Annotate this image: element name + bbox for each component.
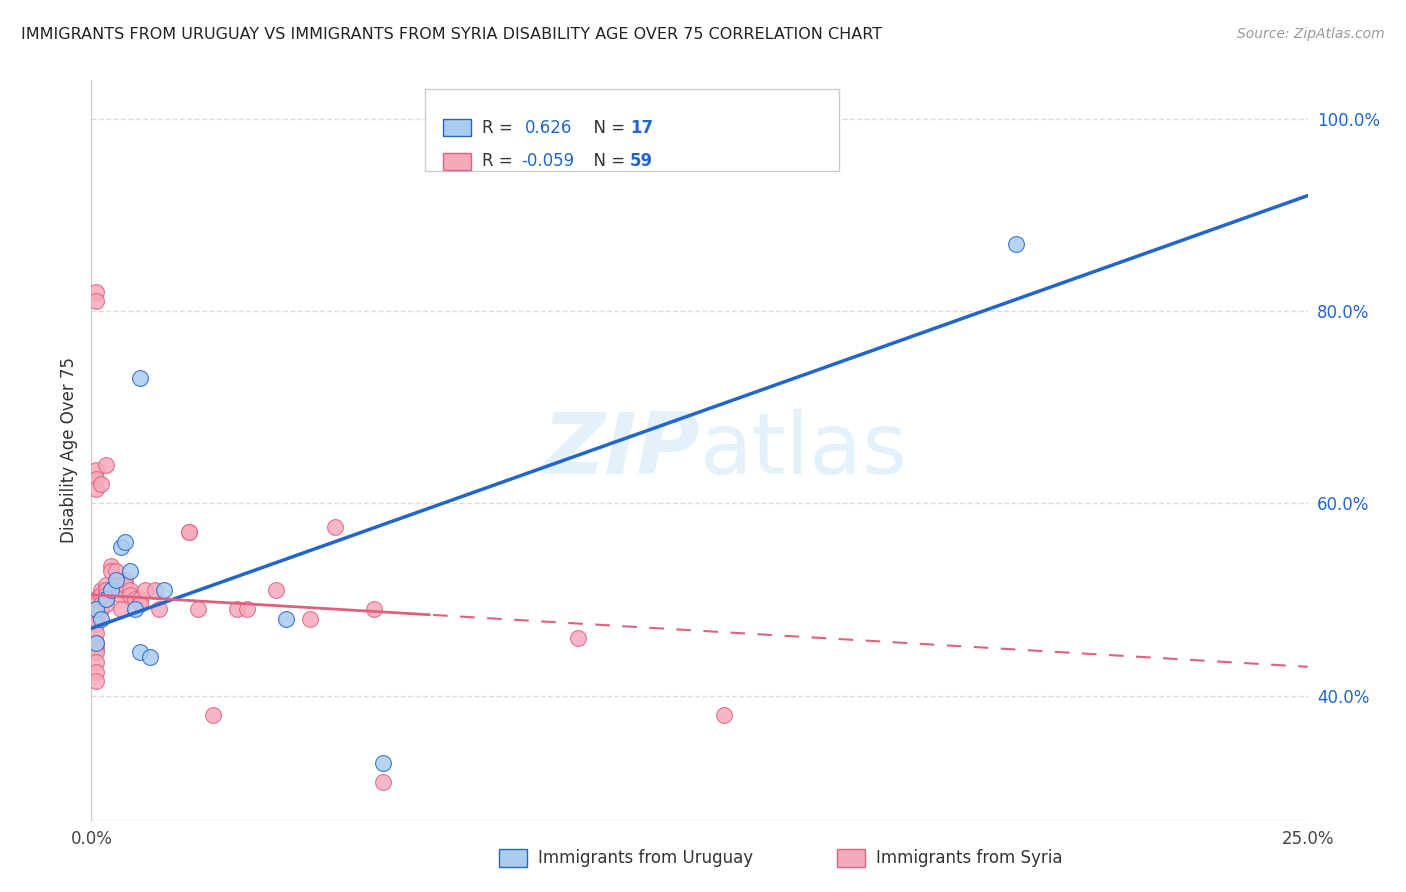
Immigrants from Syria (124, 592, 146, 607)
Text: -0.059: -0.059 (522, 153, 575, 170)
Immigrants from Syria (110, 602, 132, 616)
Immigrants from Syria (90, 602, 112, 616)
Immigrants from Syria (94, 592, 117, 607)
Text: 0.626: 0.626 (524, 119, 572, 136)
Text: Source: ZipAtlas.com: Source: ZipAtlas.com (1237, 27, 1385, 41)
Immigrants from Uruguay (1004, 236, 1026, 251)
Immigrants from Syria (264, 582, 287, 597)
Immigrants from Uruguay (84, 636, 107, 650)
Immigrants from Uruguay (94, 592, 117, 607)
Immigrants from Uruguay (129, 371, 152, 385)
Text: R =: R = (482, 119, 523, 136)
Immigrants from Syria (90, 477, 112, 491)
Immigrants from Syria (84, 592, 107, 607)
Immigrants from Syria (299, 612, 322, 626)
Immigrants from Syria (94, 588, 117, 602)
Text: ZIP: ZIP (541, 409, 699, 492)
Immigrants from Uruguay (90, 612, 112, 626)
Immigrants from Syria (84, 285, 107, 299)
Immigrants from Syria (129, 592, 152, 607)
Immigrants from Uruguay (84, 602, 107, 616)
Immigrants from Syria (90, 582, 112, 597)
Immigrants from Syria (110, 588, 132, 602)
Immigrants from Syria (84, 294, 107, 309)
Immigrants from Syria (177, 525, 200, 540)
Immigrants from Syria (90, 588, 112, 602)
Immigrants from Syria (148, 602, 170, 616)
Text: 59: 59 (630, 153, 652, 170)
Immigrants from Syria (84, 602, 107, 616)
Immigrants from Syria (84, 636, 107, 650)
Immigrants from Uruguay (129, 645, 152, 659)
Immigrants from Syria (134, 582, 156, 597)
Immigrants from Syria (84, 626, 107, 640)
Immigrants from Syria (104, 564, 127, 578)
Immigrants from Uruguay (114, 534, 136, 549)
Text: N =: N = (583, 153, 631, 170)
Immigrants from Uruguay (120, 564, 142, 578)
Text: IMMIGRANTS FROM URUGUAY VS IMMIGRANTS FROM SYRIA DISABILITY AGE OVER 75 CORRELAT: IMMIGRANTS FROM URUGUAY VS IMMIGRANTS FR… (21, 27, 882, 42)
Immigrants from Syria (713, 707, 735, 722)
Immigrants from Syria (143, 582, 166, 597)
Immigrants from Syria (84, 607, 107, 621)
Immigrants from Syria (373, 775, 395, 789)
Immigrants from Syria (84, 665, 107, 679)
Immigrants from Uruguay (274, 612, 297, 626)
Immigrants from Syria (84, 640, 107, 655)
Immigrants from Syria (94, 458, 117, 472)
Immigrants from Syria (567, 631, 589, 645)
Immigrants from Syria (236, 602, 259, 616)
Text: atlas: atlas (699, 409, 907, 492)
Immigrants from Syria (84, 612, 107, 626)
Immigrants from Syria (114, 578, 136, 592)
Immigrants from Syria (84, 655, 107, 669)
Immigrants from Syria (323, 520, 346, 534)
Immigrants from Syria (94, 597, 117, 611)
Immigrants from Syria (84, 616, 107, 631)
Immigrants from Syria (94, 582, 117, 597)
Text: Immigrants from Syria: Immigrants from Syria (876, 849, 1063, 867)
Immigrants from Uruguay (153, 582, 176, 597)
Text: R =: R = (482, 153, 519, 170)
Immigrants from Syria (84, 645, 107, 659)
Immigrants from Syria (100, 558, 122, 573)
Immigrants from Syria (120, 582, 142, 597)
Text: 17: 17 (630, 119, 652, 136)
Immigrants from Syria (363, 602, 385, 616)
Text: Immigrants from Uruguay: Immigrants from Uruguay (538, 849, 754, 867)
Immigrants from Syria (84, 482, 107, 496)
Text: N =: N = (583, 119, 631, 136)
Immigrants from Syria (84, 597, 107, 611)
Immigrants from Syria (187, 602, 209, 616)
Immigrants from Syria (100, 564, 122, 578)
Immigrants from Uruguay (139, 650, 162, 665)
Immigrants from Syria (129, 597, 152, 611)
Immigrants from Uruguay (373, 756, 395, 770)
Immigrants from Syria (84, 674, 107, 689)
Immigrants from Syria (110, 582, 132, 597)
Immigrants from Syria (90, 597, 112, 611)
Immigrants from Syria (84, 463, 107, 477)
Immigrants from Syria (94, 578, 117, 592)
Immigrants from Syria (84, 472, 107, 486)
Y-axis label: Disability Age Over 75: Disability Age Over 75 (59, 358, 77, 543)
Immigrants from Syria (226, 602, 249, 616)
Immigrants from Uruguay (100, 582, 122, 597)
Immigrants from Syria (202, 707, 225, 722)
Immigrants from Syria (114, 574, 136, 588)
Immigrants from Syria (177, 525, 200, 540)
Immigrants from Syria (104, 578, 127, 592)
Immigrants from Syria (120, 588, 142, 602)
Immigrants from Uruguay (110, 540, 132, 554)
Immigrants from Uruguay (104, 574, 127, 588)
Immigrants from Uruguay (124, 602, 146, 616)
